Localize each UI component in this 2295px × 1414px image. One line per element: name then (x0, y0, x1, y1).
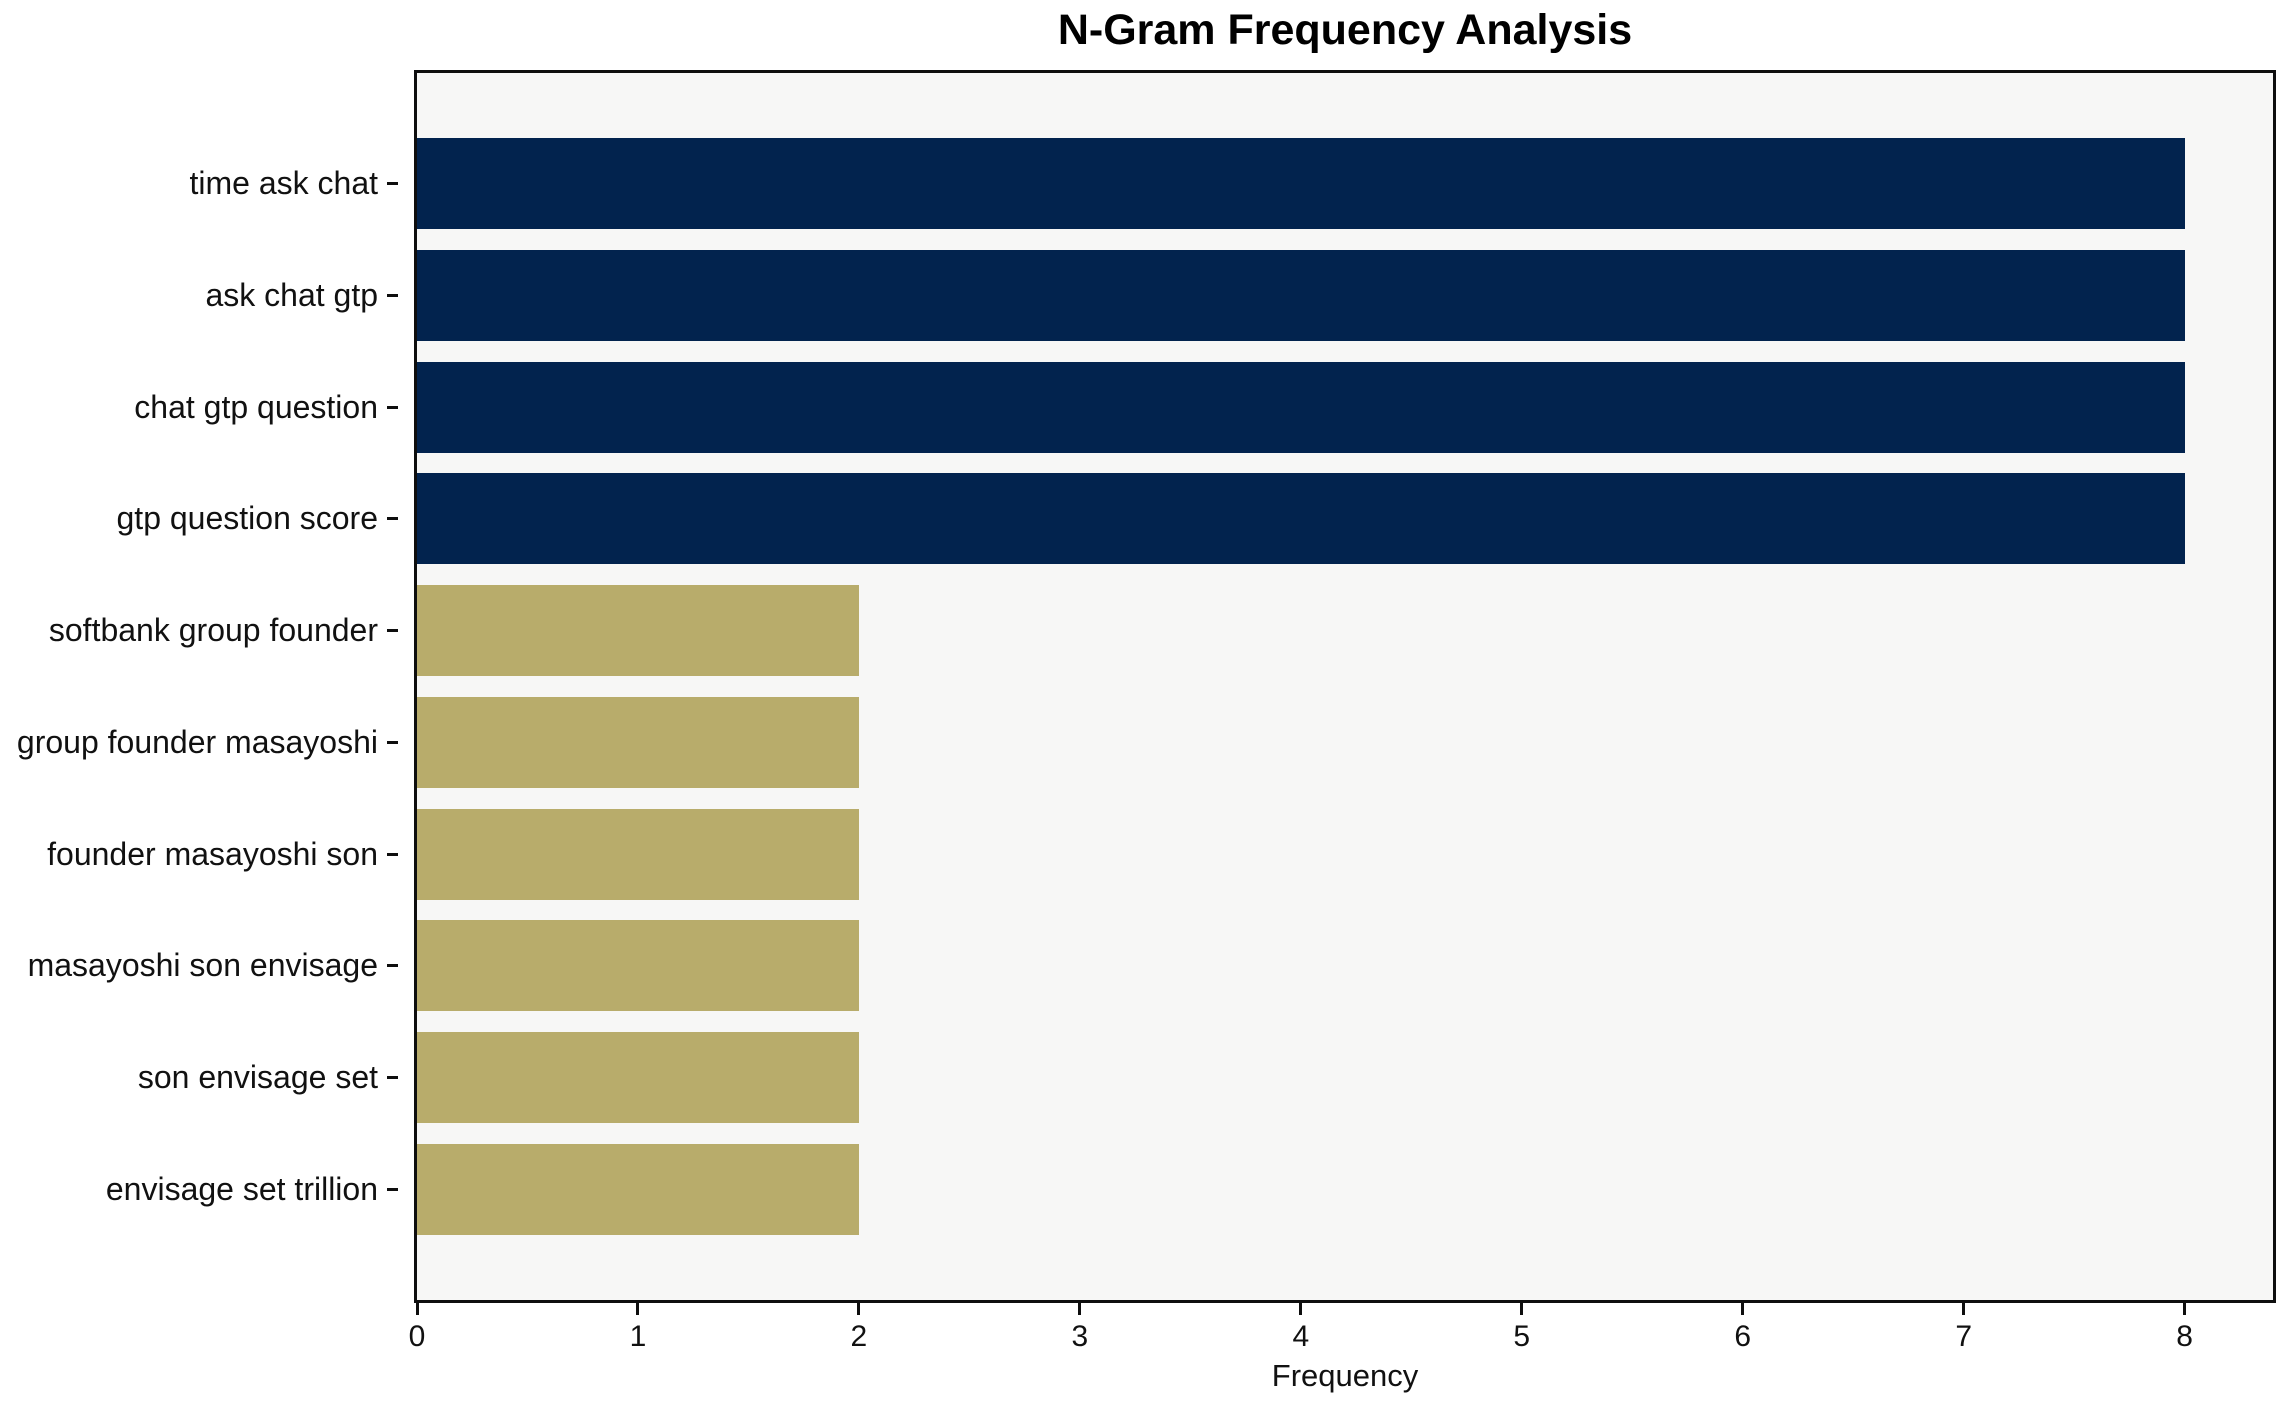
category-label: gtp question score (116, 500, 379, 537)
bar (417, 1031, 859, 1123)
y-axis-labels: time ask chat ask chat gtp chat gtp questi… (0, 70, 398, 1303)
category-label: ask chat gtp (205, 277, 378, 314)
x-tick (1741, 1303, 1745, 1315)
x-tick-label: 3 (1071, 1320, 1089, 1353)
category-label: group founder masayoshi (16, 723, 378, 760)
y-tick (387, 405, 398, 409)
bar (417, 920, 859, 1012)
bar (417, 1143, 859, 1235)
x-tick-label: 7 (1955, 1320, 1972, 1353)
x-tick (1078, 1303, 1082, 1315)
y-tick (387, 852, 398, 856)
bar (417, 138, 2185, 230)
category-label: masayoshi son envisage (27, 947, 378, 984)
bar (417, 361, 2185, 453)
x-tick (415, 1303, 419, 1315)
x-tick (1299, 1303, 1303, 1315)
bar (417, 473, 2185, 565)
y-tick (387, 182, 398, 186)
bar (417, 585, 859, 677)
y-tick (387, 1075, 398, 1079)
category-label: son envisage set (137, 1058, 378, 1095)
x-axis-title: Frequency (1271, 1358, 1419, 1393)
x-tick (857, 1303, 861, 1315)
y-tick (387, 629, 398, 633)
x-tick-label: 1 (629, 1320, 647, 1353)
category-label: time ask chat (189, 165, 378, 202)
x-tick (2183, 1303, 2187, 1315)
y-tick (387, 294, 398, 298)
x-tick-label: 4 (1292, 1320, 1310, 1353)
category-label: envisage set trillion (105, 1170, 378, 1207)
x-tick (1962, 1303, 1966, 1315)
plot-area (414, 70, 2276, 1303)
x-tick-label: 8 (2176, 1320, 2193, 1353)
bar (417, 250, 2185, 342)
x-tick-label: 5 (1513, 1320, 1531, 1353)
chart-title: N-Gram Frequency Analysis (1057, 6, 1633, 54)
y-tick (387, 1187, 398, 1191)
x-tick (1520, 1303, 1524, 1315)
bar (417, 808, 859, 900)
category-label: chat gtp question (134, 388, 378, 425)
bar (417, 696, 859, 788)
y-tick (387, 740, 398, 744)
category-label: softbank group founder (48, 612, 378, 649)
y-tick (387, 517, 398, 521)
category-label: founder masayoshi son (47, 835, 378, 872)
x-tick-label: 0 (408, 1320, 426, 1353)
x-tick (636, 1303, 640, 1315)
y-tick (387, 964, 398, 968)
x-tick-label: 2 (850, 1320, 868, 1353)
x-tick-label: 6 (1734, 1320, 1752, 1353)
